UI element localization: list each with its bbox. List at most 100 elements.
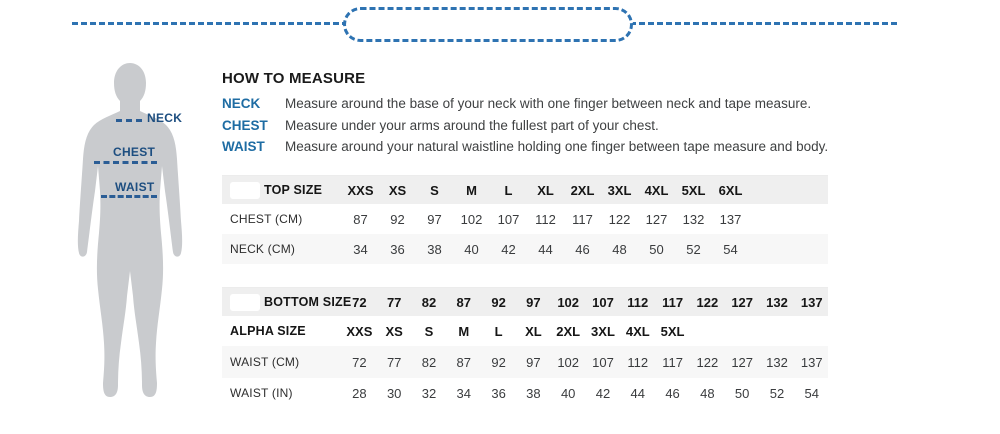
howto-waist-row: WAIST Measure around your natural waistl… — [222, 139, 942, 154]
size-header-cell: XL — [537, 182, 554, 198]
person-silhouette-icon — [77, 63, 183, 397]
waist-in-cell: 46 — [665, 385, 680, 401]
howto-chest-text: Measure under your arms around the fulle… — [285, 117, 659, 133]
size-header-cell: M — [466, 182, 477, 198]
top-size-header-label: TOP SIZE — [264, 183, 323, 197]
size-header-cell: 2XL — [570, 182, 595, 198]
bottom-size-header-cell: 87 — [456, 294, 472, 310]
waist-in-cell: 36 — [491, 385, 506, 401]
bottom-size-header-label: BOTTOM SIZE — [264, 295, 352, 309]
alpha-size-cell: S — [424, 323, 434, 339]
bottom-size-header-cell: 122 — [696, 294, 719, 310]
chest-cm-cell: 117 — [572, 211, 593, 227]
neck-cm-cell: 50 — [649, 241, 664, 257]
bottom-size-header-cell: 117 — [662, 294, 684, 310]
bottom-size-header-cell: 102 — [557, 294, 580, 310]
size-header-cell: L — [504, 182, 513, 198]
waist-cm-cell: 97 — [526, 354, 541, 370]
chest-cm-cell: 102 — [460, 211, 483, 227]
size-header-cell: XS — [388, 182, 407, 198]
alpha-size-row-label: ALPHA SIZE — [230, 324, 306, 338]
waist-cm-cell: 137 — [800, 354, 823, 370]
alpha-size-row: ALPHA SIZE XXS XS S M L XL 2XL 3XL 4XL 5XL — [222, 316, 828, 346]
waist-in-cell: 50 — [734, 385, 750, 401]
bottom-size-header-cell: 77 — [386, 294, 402, 310]
bottom-size-header-cell: 132 — [766, 294, 788, 310]
neck-cm-cell: 52 — [686, 241, 701, 257]
size-header-cell: 5XL — [681, 182, 706, 198]
waist-cm-cell: 117 — [662, 354, 683, 370]
howto-chest-label: CHEST — [222, 117, 268, 133]
bottom-size-header-cell: 127 — [731, 294, 754, 310]
chest-cm-cell: 127 — [645, 211, 668, 227]
bottom-size-table: BOTTOM SIZE 72 77 82 87 92 97 102 107 112 117 122 1… — [222, 287, 828, 408]
neck-cm-cell: 44 — [538, 241, 553, 257]
chest-cm-cell: 132 — [682, 211, 705, 227]
chest-cm-cell: 97 — [427, 211, 442, 227]
neck-measure-dash — [116, 119, 142, 122]
chest-cm-row: CHEST (CM) 87 92 97 102 107 112 117 122 127 132 13… — [222, 204, 828, 234]
waist-cm-row: WAIST (CM) 72 77 82 87 92 97 102 107 112 117 122 12… — [222, 346, 828, 378]
waist-in-cells: 28 30 32 34 36 38 40 42 44 46 48 50 52 54 — [342, 386, 829, 401]
neck-cm-cell: 48 — [612, 241, 627, 257]
neck-cm-row: NECK (CM) 34 36 38 40 42 44 46 48 50 52 54 — [222, 234, 828, 264]
waist-cm-cell: 72 — [352, 354, 367, 370]
how-to-measure-section: HOW TO MEASURE NECK Measure around the b… — [222, 70, 942, 161]
waist-cm-cell: 107 — [592, 354, 614, 370]
waist-in-cell: 52 — [769, 385, 785, 401]
neck-cm-row-label: NECK (CM) — [230, 242, 296, 256]
howto-waist-label: WAIST — [222, 139, 265, 154]
alpha-size-cell: L — [494, 323, 503, 339]
body-silhouette — [70, 60, 190, 405]
alpha-size-cells: XXS XS S M L XL 2XL 3XL 4XL 5XL — [342, 324, 690, 339]
howto-neck-text: Measure around the base of your neck wit… — [285, 96, 812, 111]
size-header-cell: XXS — [347, 182, 374, 198]
waist-cm-cell: 122 — [696, 354, 719, 370]
waist-cm-cell: 82 — [421, 354, 437, 370]
alpha-size-cell: 4XL — [625, 323, 650, 339]
waist-cm-cell: 92 — [491, 354, 506, 370]
chest-cm-row-label: CHEST (CM) — [230, 212, 303, 226]
top-size-header-row: TOP SIZE XXS XS S M L XL 2XL 3XL 4XL 5XL 6XL — [222, 175, 828, 204]
neck-cm-cell: 38 — [427, 241, 442, 257]
waist-cm-cell: 112 — [627, 354, 649, 370]
neck-cm-cell: 42 — [501, 241, 516, 257]
alpha-size-cell: XS — [385, 323, 403, 339]
waist-in-cell: 32 — [421, 385, 437, 401]
neck-cm-cell: 36 — [390, 241, 405, 257]
size-header-cell: 3XL — [607, 182, 632, 198]
neck-cm-cell: 46 — [575, 241, 590, 257]
neck-cm-cells: 34 36 38 40 42 44 46 48 50 52 54 — [342, 242, 749, 257]
logo-placeholder — [230, 293, 260, 311]
waist-in-cell: 48 — [700, 385, 715, 401]
alpha-size-cell: 5XL — [660, 323, 685, 339]
size-header-cell: 6XL — [718, 182, 743, 198]
bottom-size-header-cells: 72 77 82 87 92 97 102 107 112 117 122 127 132 137 — [342, 295, 829, 310]
howto-chest-row: CHEST Measure under your arms around the… — [222, 118, 942, 133]
waist-cm-cells: 72 77 82 87 92 97 102 107 112 117 122 127 132 137 — [342, 355, 829, 370]
top-size-table: TOP SIZE XXS XS S M L XL 2XL 3XL 4XL 5XL 6XL CHEST… — [222, 175, 828, 264]
alpha-size-cell: 3XL — [591, 323, 615, 339]
alpha-size-cell: XL — [525, 323, 542, 339]
size-header-cell: S — [430, 182, 439, 198]
waist-measure-dash — [101, 195, 157, 198]
waist-cm-cell: 87 — [456, 354, 472, 370]
figure-neck-label: NECK — [147, 111, 183, 125]
chest-cm-cell: 112 — [535, 211, 556, 227]
waist-cm-cell: 132 — [766, 354, 788, 370]
waist-in-cell: 40 — [560, 385, 576, 401]
chest-cm-cell: 122 — [608, 211, 631, 227]
section-title: HOW TO MEASURE — [222, 70, 366, 87]
bottom-size-header-cell: 92 — [491, 294, 506, 310]
waist-in-cell: 44 — [630, 385, 645, 401]
bottom-size-header-cell: 112 — [627, 294, 649, 310]
chest-cm-cell: 107 — [497, 211, 520, 227]
figure-waist-label: WAIST — [115, 180, 155, 194]
waist-in-row-label: WAIST (IN) — [230, 386, 293, 400]
alpha-size-cell: M — [458, 323, 470, 339]
top-size-header-cells: XXS XS S M L XL 2XL 3XL 4XL 5XL 6XL — [342, 183, 749, 198]
logo-placeholder — [230, 181, 260, 199]
bottom-size-header-cell: 107 — [592, 294, 614, 310]
alpha-size-cell: XXS — [346, 323, 373, 339]
waist-cm-cell: 127 — [731, 354, 754, 370]
